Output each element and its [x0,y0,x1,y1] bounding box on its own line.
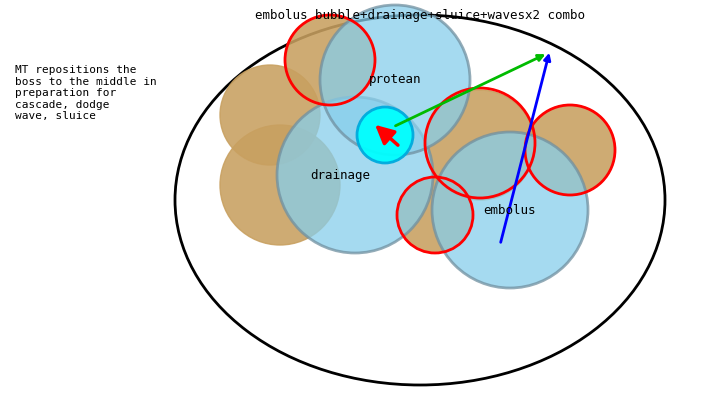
Circle shape [425,90,535,200]
Circle shape [285,15,375,105]
Circle shape [357,107,413,163]
Text: drainage: drainage [310,168,370,181]
Circle shape [397,177,473,253]
Circle shape [320,5,470,155]
Circle shape [220,65,320,165]
Text: embolus: embolus [484,203,536,217]
Circle shape [220,125,340,245]
Circle shape [432,132,588,288]
Circle shape [525,105,615,195]
Text: protean: protean [369,73,421,87]
Circle shape [277,97,433,253]
Text: embolus bubble+drainage+sluice+wavesx2 combo: embolus bubble+drainage+sluice+wavesx2 c… [255,9,585,21]
Text: MT repositions the
boss to the middle in
preparation for
cascade, dodge
wave, sl: MT repositions the boss to the middle in… [15,65,157,122]
